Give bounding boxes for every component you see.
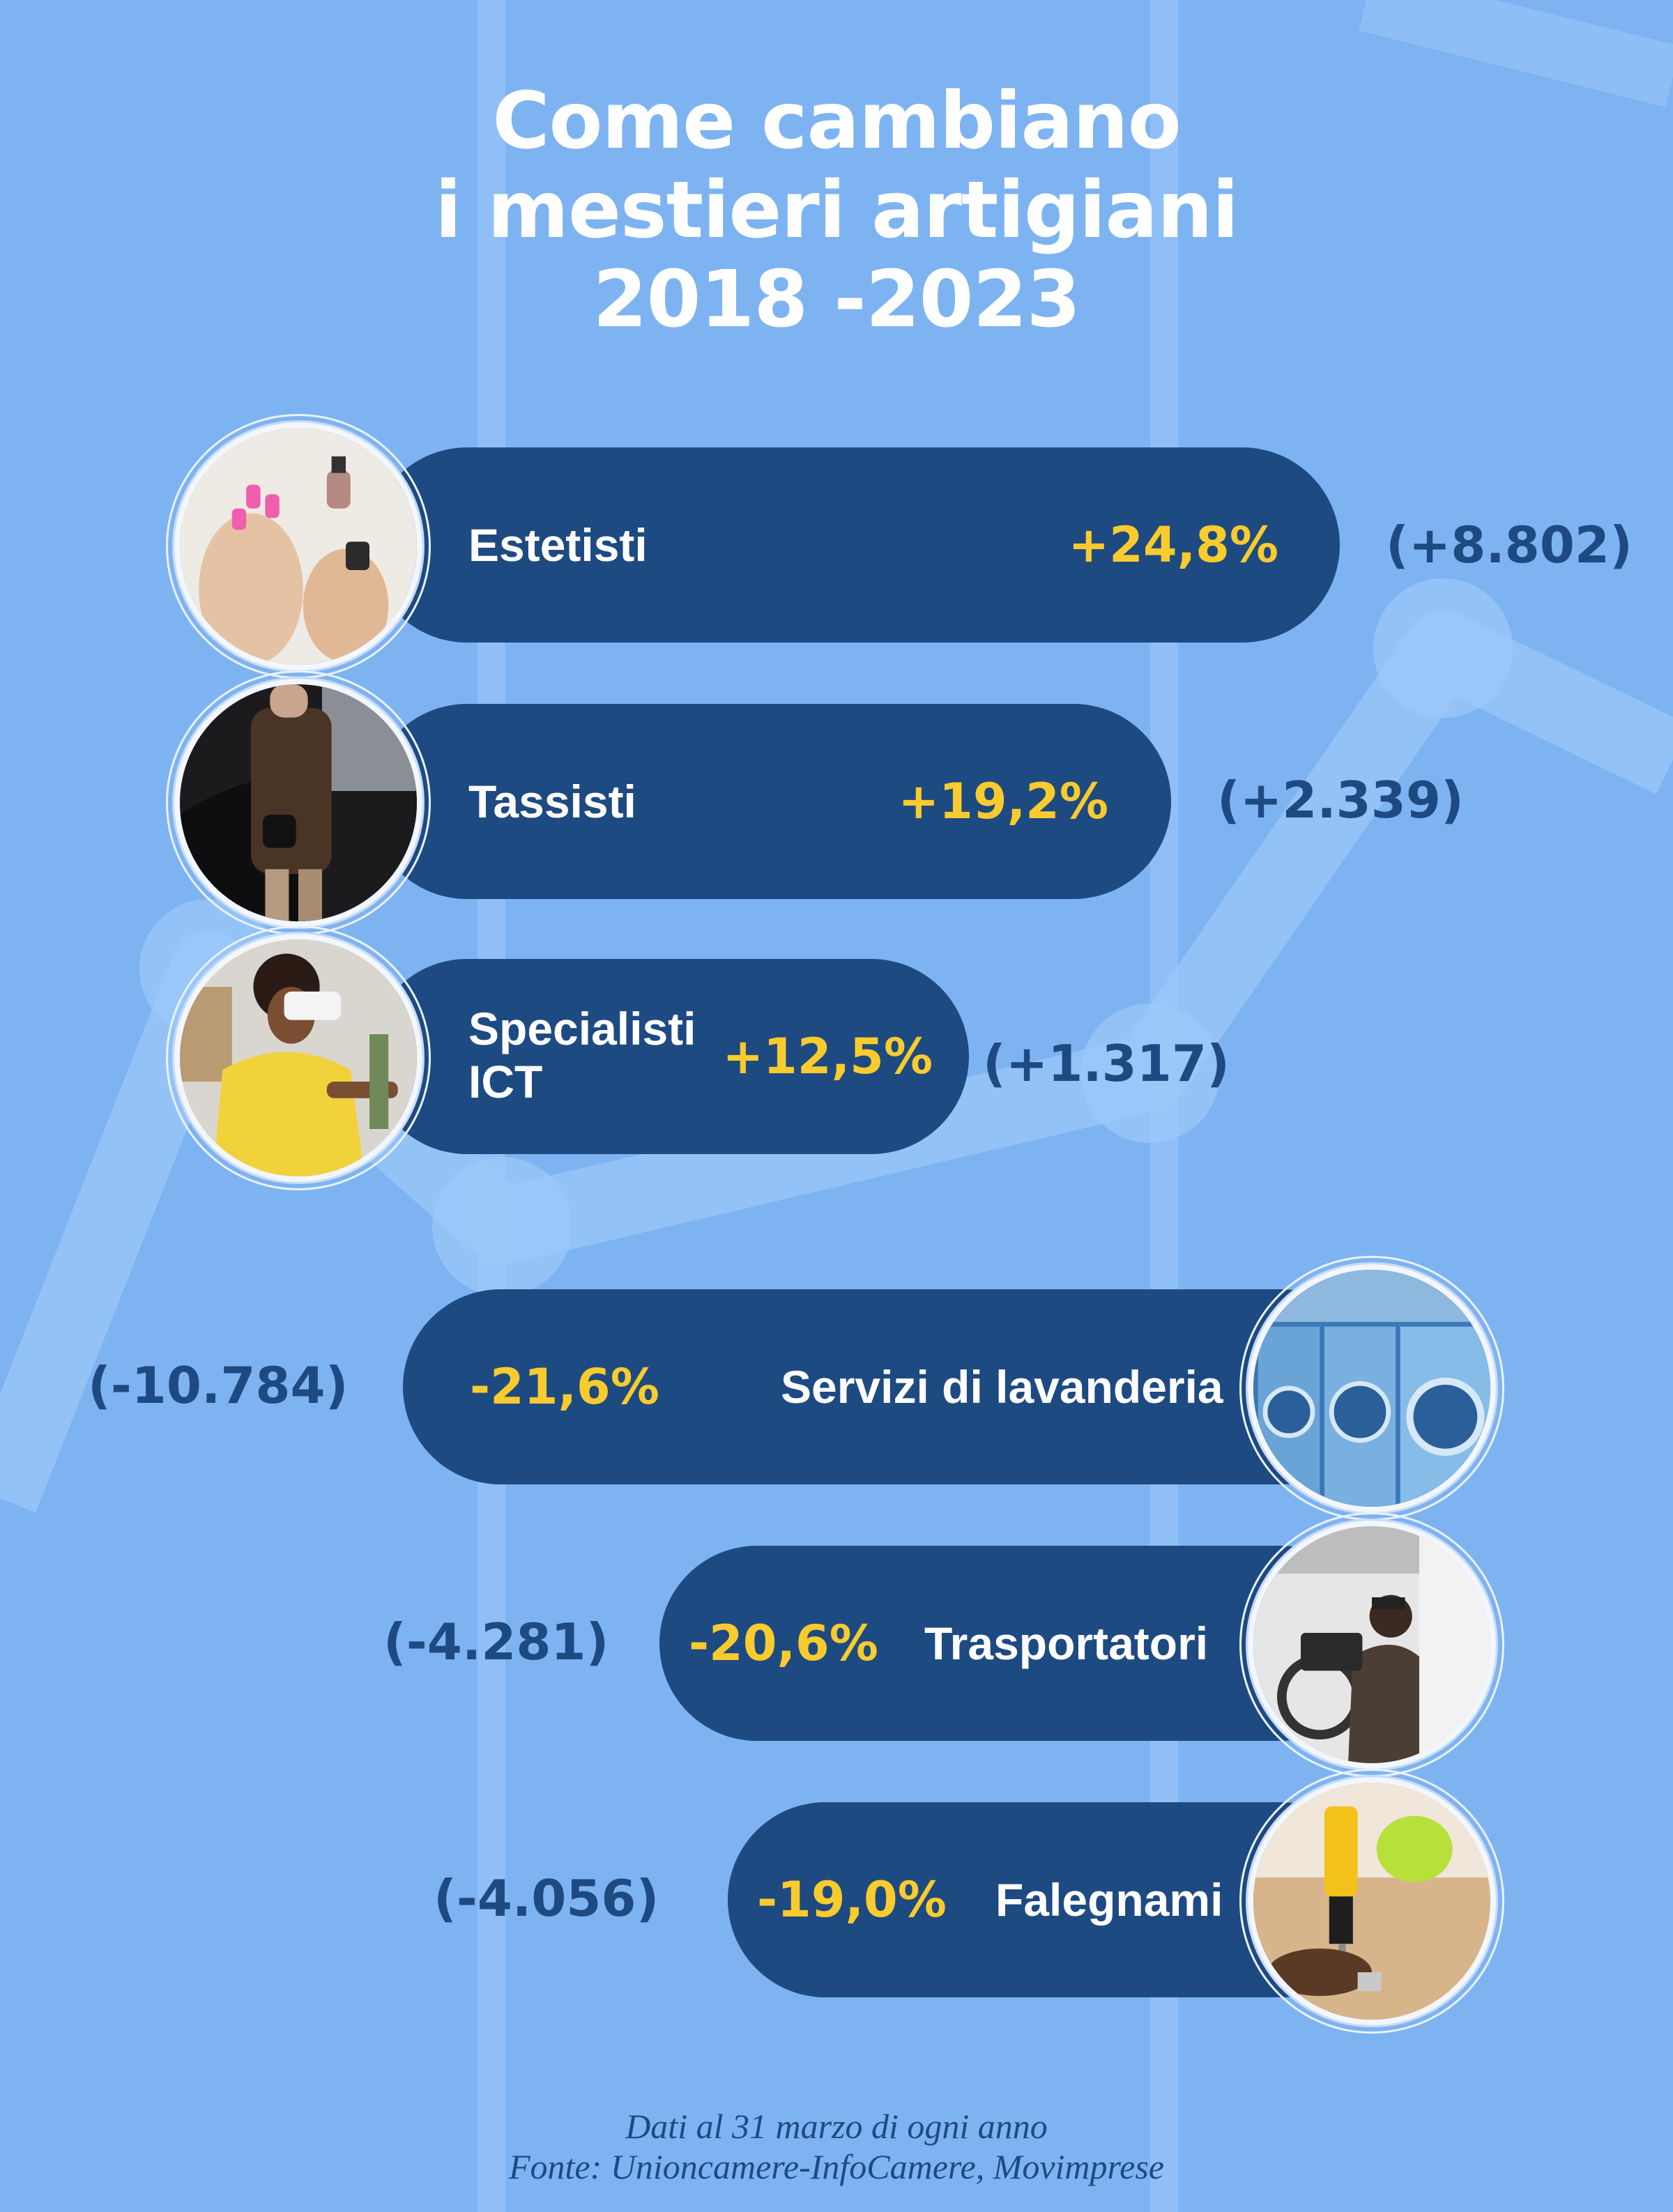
absolute-label-specialisti-ict: (+1.317) [983, 1034, 1230, 1093]
bar-label-tassisti: Tassisti [468, 776, 636, 827]
footnote-source: Fonte: Unioncamere-InfoCamere, Movimpres… [509, 2147, 1164, 2186]
title-line-3: 2018 -2023 [593, 254, 1081, 345]
page-title: Come cambiano i mestieri artigiani 2018 … [0, 77, 1673, 344]
bar-specialisti-ict: Specialisti ICT +12,5% [369, 959, 969, 1154]
bar-servizi-di-lavanderia: -21,6% Servizi di lavanderia [403, 1289, 1379, 1484]
photo-ring [1239, 1769, 1504, 2034]
van-driver-photo [1248, 1521, 1496, 1769]
percent-label-falegnami: -19,0% [757, 1871, 947, 1928]
bar-label-trasportatori: Trasportatori [924, 1618, 1209, 1669]
bar-label-specialisti-ict: Specialisti ICT [468, 1002, 696, 1108]
absolute-label-trasportatori: (-4.281) [383, 1613, 609, 1671]
percent-label-trasportatori: -20,6% [689, 1615, 878, 1672]
footnote-date: Dati al 31 marzo di ogni anno [625, 2107, 1048, 2146]
nail-polish-photo [174, 422, 422, 670]
bar-label-estetisti: Estetisti [468, 519, 648, 571]
absolute-label-falegnami: (-4.056) [434, 1869, 659, 1928]
bar-label-line-2: ICT [468, 1056, 543, 1107]
laundry-machines-photo [1248, 1264, 1496, 1512]
absolute-label-tassisti: (+2.339) [1217, 771, 1464, 829]
bar-label-line-1: Specialisti [468, 1003, 696, 1054]
absolute-label-servizi-di-lavanderia: (-10.784) [88, 1356, 349, 1415]
drill-carpenter-photo [1248, 1777, 1496, 2025]
percent-label-specialisti-ict: +12,5% [722, 1028, 933, 1085]
photo-ring [166, 925, 431, 1190]
percent-label-tassisti: +19,2% [898, 773, 1109, 830]
bar-estetisti: Estetisti +24,8% [369, 447, 1340, 643]
title-line-2: i mestieri artigiani [434, 165, 1239, 256]
percent-label-estetisti: +24,8% [1068, 516, 1279, 574]
vr-headset-photo [174, 934, 422, 1182]
bar-label-servizi-di-lavanderia: Servizi di lavanderia [781, 1361, 1223, 1413]
title-line-1: Come cambiano [492, 76, 1181, 167]
bar-label-falegnami: Falegnami [995, 1874, 1223, 1926]
bar-tassisti: Tassisti +19,2% [369, 704, 1171, 899]
percent-label-servizi-di-lavanderia: -21,6% [470, 1358, 659, 1415]
taxi-passenger-photo [174, 679, 422, 927]
absolute-label-estetisti: (+8.802) [1386, 516, 1633, 574]
